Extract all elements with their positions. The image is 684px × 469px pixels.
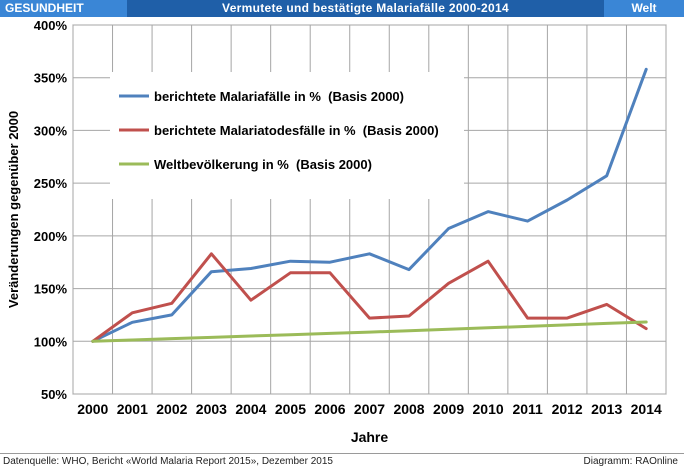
region-tab[interactable]: Welt [604,0,684,17]
footer-bar: Datenquelle: WHO, Bericht «World Malaria… [0,453,684,469]
y-tick-label: 50% [41,387,67,402]
y-axis-ticks: 50% 100% 150% 200% 250% 300% 350% 400% [34,18,68,402]
y-tick-label: 300% [34,123,68,138]
x-tick-label: 2005 [275,401,306,417]
category-tab[interactable]: GESUNDHEIT [0,0,127,17]
legend-box [110,72,464,199]
legend-label: Weltbevölkerung in % (Basis 2000) [154,157,372,172]
x-tick-label: 2004 [235,401,266,417]
y-tick-label: 350% [34,71,68,86]
x-axis-label: Jahre [351,429,389,445]
series-line-1 [91,252,648,343]
legend-label: berichtete Malariafälle in % (Basis 2000… [154,89,404,104]
x-tick-label: 2012 [552,401,583,417]
x-tick-label: 2006 [314,401,345,417]
y-tick-label: 400% [34,18,68,33]
x-tick-label: 2009 [433,401,464,417]
y-tick-label: 250% [34,176,68,191]
y-tick-label: 150% [34,282,68,297]
x-tick-label: 2002 [156,401,187,417]
x-tick-label: 2001 [117,401,148,417]
series-line-0 [91,67,648,343]
header-bar: GESUNDHEIT Vermutete und bestätigte Mala… [0,0,684,17]
series-lines [91,67,648,343]
diagram-credit: Diagramm: RAOnline [583,456,678,467]
x-tick-label: 2013 [591,401,622,417]
x-tick-label: 2007 [354,401,385,417]
x-tick-label: 2008 [393,401,424,417]
page-title: Vermutete und bestätigte Malariafälle 20… [222,1,509,15]
x-axis-ticks: 2000 2001 2002 2003 2004 2005 2006 2007 2008 2009… [77,401,662,417]
x-tick-label: 2014 [631,401,662,417]
source-note: Datenquelle: WHO, Bericht «World Malaria… [3,456,333,467]
y-tick-label: 100% [34,334,68,349]
x-tick-label: 2010 [473,401,504,417]
y-tick-label: 200% [34,229,68,244]
legend: berichtete Malariafälle in % (Basis 2000… [110,72,464,199]
malaria-line-chart: 50% 100% 150% 200% 250% 300% 350% 400% 2000 2001… [6,18,667,445]
series-line-2 [91,320,648,343]
y-axis-label: Veränderungen gegenüber 2000 [6,111,21,308]
legend-label: berichtete Malariatodesfälle in % (Basis… [154,123,439,138]
x-tick-label: 2000 [77,401,108,417]
x-tick-label: 2003 [196,401,227,417]
chart-area: 50% 100% 150% 200% 250% 300% 350% 400% 2000 2001… [0,17,684,453]
x-tick-label: 2011 [512,401,543,417]
